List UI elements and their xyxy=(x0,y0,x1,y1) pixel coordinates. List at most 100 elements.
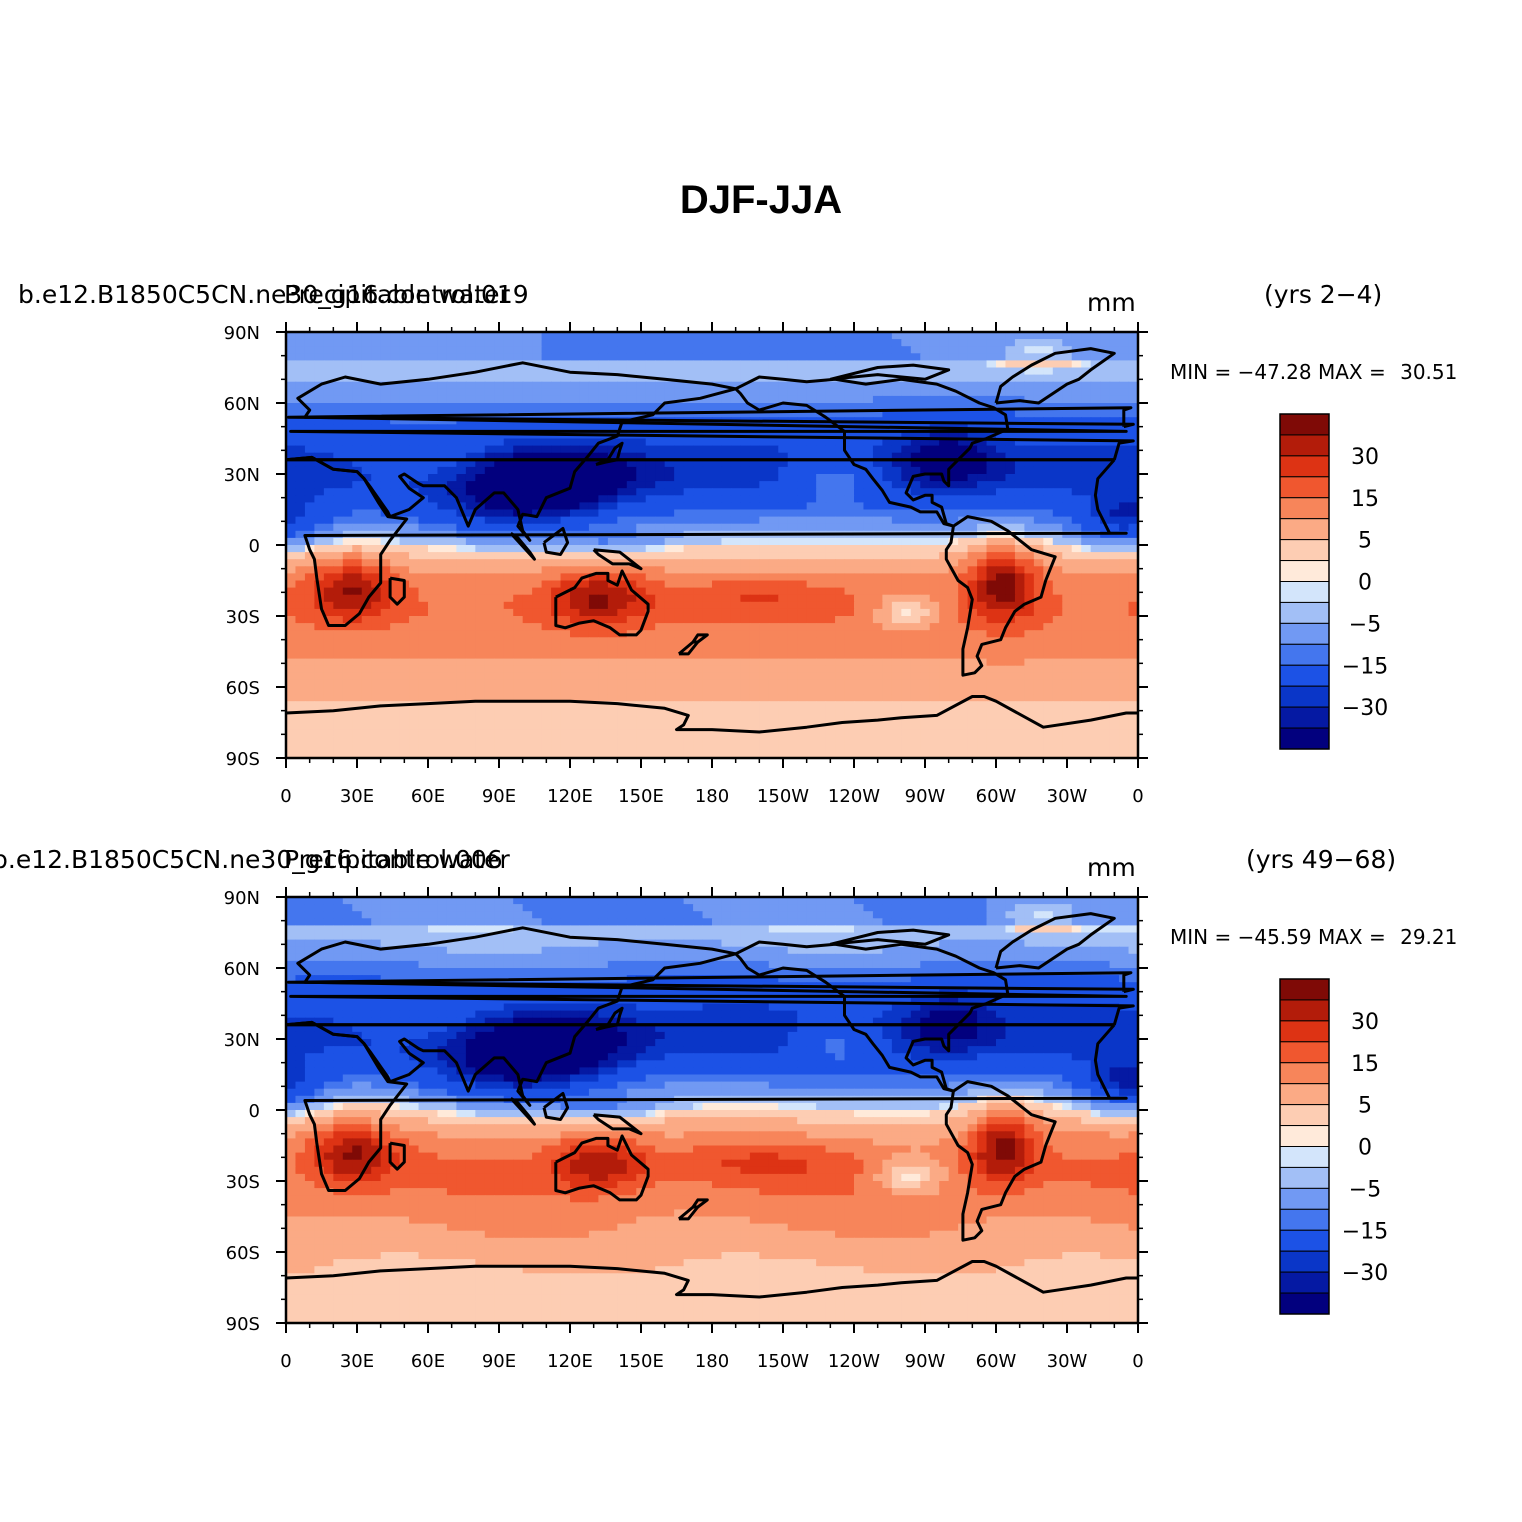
field-cell xyxy=(361,417,372,425)
field-cell xyxy=(929,431,940,440)
field-cell xyxy=(787,665,798,674)
field-cell xyxy=(1062,694,1073,702)
field-cell xyxy=(1071,573,1082,582)
field-cell xyxy=(1081,410,1092,418)
field-cell xyxy=(352,637,363,645)
field-cell xyxy=(1052,658,1063,667)
field-cell xyxy=(958,552,969,560)
field-cell xyxy=(598,332,609,340)
field-cell xyxy=(494,388,505,397)
field-cell xyxy=(314,523,325,532)
field-cell xyxy=(1128,665,1138,674)
field-cell xyxy=(513,573,524,582)
field-cell xyxy=(1081,679,1092,688)
field-cell xyxy=(1043,339,1054,347)
field-cell xyxy=(901,332,912,340)
field-cell xyxy=(825,360,836,369)
field-cell xyxy=(522,672,533,681)
field-cell xyxy=(390,523,401,532)
field-cell xyxy=(825,594,836,603)
field-cell xyxy=(854,431,865,440)
field-cell xyxy=(1024,672,1035,681)
field-cell xyxy=(693,502,704,511)
field-cell xyxy=(730,694,741,702)
field-cell xyxy=(787,459,798,468)
field-cell xyxy=(787,410,798,418)
field-cell xyxy=(901,431,912,440)
field-cell xyxy=(361,424,372,432)
field-cell xyxy=(797,431,808,440)
field-cell xyxy=(522,438,533,447)
field-cell xyxy=(409,367,420,376)
field-cell xyxy=(1128,431,1138,440)
field-cell xyxy=(1119,616,1130,624)
field-cell xyxy=(655,651,666,660)
field-cell xyxy=(588,452,599,461)
field-cell xyxy=(617,608,628,617)
field-cell xyxy=(863,665,874,674)
field-cell xyxy=(787,573,798,582)
field-cell xyxy=(1119,509,1130,518)
field-cell xyxy=(598,509,609,518)
field-cell xyxy=(816,459,827,468)
field-cell xyxy=(835,459,846,468)
field-cell xyxy=(778,601,789,610)
field-cell xyxy=(494,509,505,518)
field-cell xyxy=(702,573,713,582)
field-cell xyxy=(939,573,950,582)
field-cell xyxy=(371,573,382,582)
field-cell xyxy=(371,332,382,340)
field-cell xyxy=(1014,353,1025,361)
field-cell xyxy=(1005,580,1016,589)
field-cell xyxy=(380,687,391,695)
field-cell xyxy=(825,474,836,482)
field-cell xyxy=(1100,559,1111,567)
field-cell xyxy=(797,608,808,617)
field-cell xyxy=(636,488,647,496)
field-cell xyxy=(854,403,865,411)
field-cell xyxy=(740,715,751,724)
field-cell xyxy=(986,594,997,603)
field-cell xyxy=(390,658,401,667)
field-cell xyxy=(361,580,372,589)
field-cell xyxy=(730,623,741,631)
field-cell xyxy=(920,516,931,525)
field-cell xyxy=(1128,509,1138,518)
field-cell xyxy=(636,445,647,454)
field-cell xyxy=(797,637,808,645)
field-cell xyxy=(721,445,732,454)
field-cell xyxy=(636,644,647,653)
field-cell xyxy=(541,523,552,532)
field-cell xyxy=(437,644,448,653)
field-cell xyxy=(437,537,448,546)
field-cell xyxy=(551,403,562,411)
field-cell xyxy=(939,630,950,638)
field-cell xyxy=(816,573,827,582)
field-cell xyxy=(465,459,476,468)
field-cell xyxy=(1081,701,1092,709)
field-cell xyxy=(683,708,694,716)
field-cell xyxy=(920,332,931,340)
field-cell xyxy=(494,367,505,376)
field-cell xyxy=(522,630,533,638)
field-cell xyxy=(371,545,382,553)
field-cell xyxy=(522,687,533,695)
field-cell xyxy=(854,687,865,695)
field-cell xyxy=(749,466,760,475)
field-cell xyxy=(1014,559,1025,567)
field-cell xyxy=(361,587,372,596)
field-cell xyxy=(958,388,969,397)
field-cell xyxy=(513,516,524,525)
field-cell xyxy=(825,608,836,617)
field-cell xyxy=(626,573,637,582)
field-cell xyxy=(409,672,420,681)
field-cell xyxy=(1005,573,1016,582)
field-cell xyxy=(607,395,618,404)
field-cell xyxy=(342,459,353,468)
field-cell xyxy=(958,594,969,603)
field-cell xyxy=(986,587,997,596)
field-cell xyxy=(588,722,599,731)
field-cell xyxy=(1071,339,1082,347)
field-cell xyxy=(607,452,618,461)
field-cell xyxy=(797,466,808,475)
